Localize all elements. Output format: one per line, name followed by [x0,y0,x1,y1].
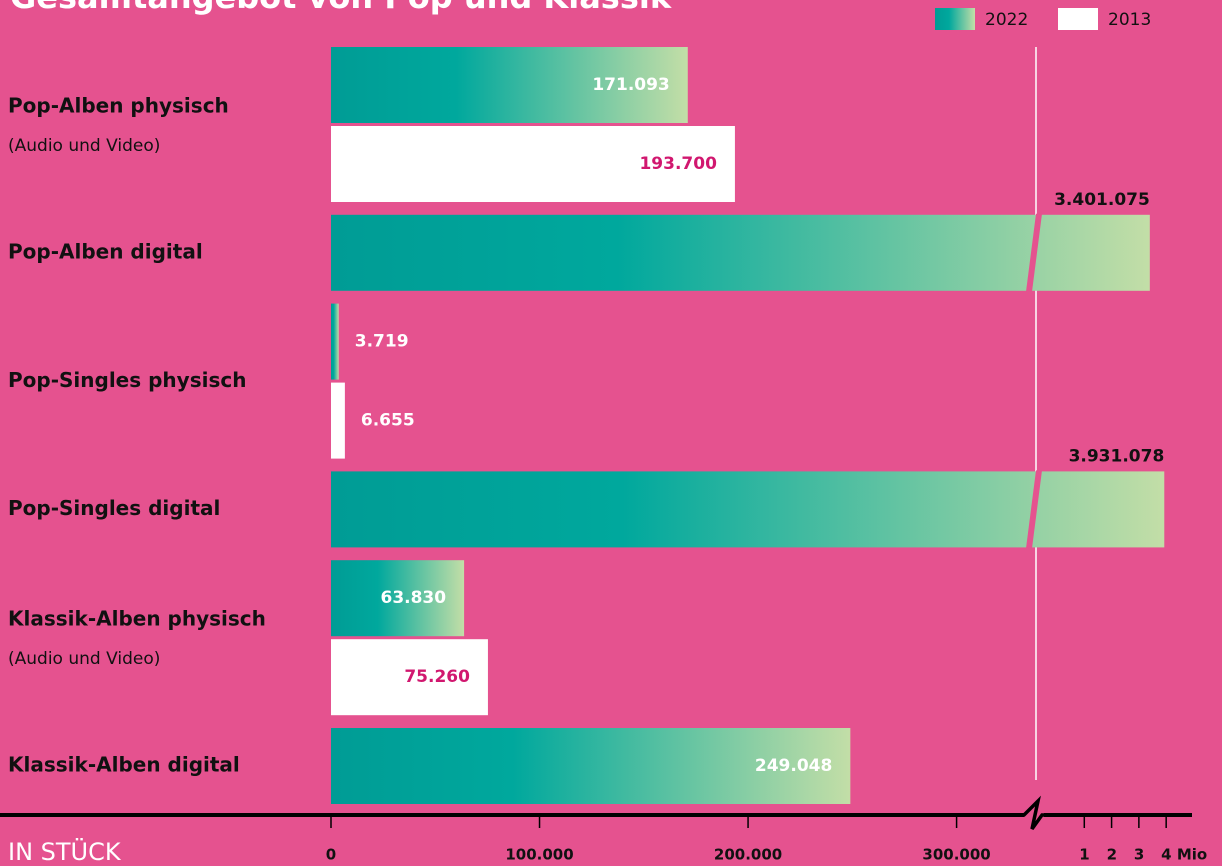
value-label: 249.048 [755,756,832,776]
category-label: Pop-Alben physisch [8,94,229,118]
value-label: 63.830 [380,588,446,608]
x-tick-label: 3 [1134,846,1144,864]
x-tick-label: 1 [1079,846,1089,864]
bar [331,728,851,804]
value-label: 3.401.075 [1054,190,1150,210]
legend-swatch [1058,8,1098,30]
bar [331,639,488,716]
axis-break [1014,795,1054,831]
bar [331,471,1165,548]
bar [331,126,735,202]
x-axis-label: IN STÜCK [8,837,122,866]
legend-label: 2013 [1108,10,1151,30]
category-label: Klassik-Alben digital [8,753,240,777]
bars: Pop-Alben physisch (Audio und Video) 171.0… [8,47,1165,804]
category-note: (Audio und Video) [8,649,160,669]
x-tick-label: 0 [326,846,336,864]
category-label: Pop-Alben digital [8,239,203,263]
bar [331,214,1150,291]
chart-title: Gesamtangebot von Pop und Klassik [10,0,672,16]
x-tick-label: 200.000 [714,846,782,864]
x-tick-label: 2 [1107,846,1117,864]
category-label: Klassik-Alben physisch [8,607,266,631]
x-tick-label: 100.000 [505,846,573,864]
value-label: 171.093 [592,75,669,95]
axis: 0 100.000 200.000 300.000 1 2 3 4 Mio [0,795,1207,864]
value-label: 193.700 [639,154,717,174]
bar-break [1026,213,1042,292]
category-label: Pop-Singles digital [8,496,220,520]
category-label: Pop-Singles physisch [8,368,246,392]
bar [331,382,345,459]
x-tick-label: 4 Mio [1161,846,1207,864]
bar [331,47,688,123]
value-label: 6.655 [361,411,415,431]
bar [331,560,465,637]
legend-label: 2022 [985,10,1028,30]
bar-break [1026,470,1042,549]
x-tick-label: 300.000 [922,846,990,864]
value-label: 75.260 [404,667,470,687]
legend-swatch [935,8,975,30]
value-label: 3.719 [355,332,409,352]
bar [331,303,339,380]
value-label: 3.931.078 [1069,446,1165,466]
category-note: (Audio und Video) [8,136,160,156]
